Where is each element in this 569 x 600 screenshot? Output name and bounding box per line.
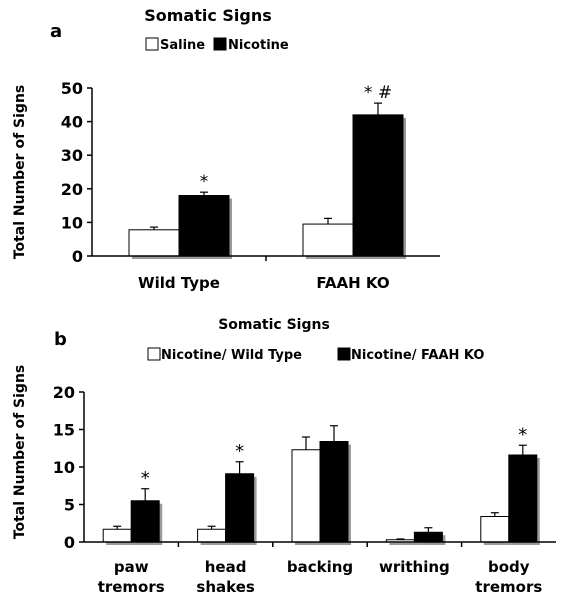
- legend-label-nicotine: Nicotine: [228, 38, 289, 53]
- bar-control: [291, 449, 321, 543]
- significance-marker: *: [518, 424, 527, 445]
- bar-treatment: [225, 473, 255, 543]
- y-tick-label: 40: [61, 113, 83, 132]
- y-tick-label: 20: [61, 180, 83, 199]
- significance-marker: *: [235, 441, 244, 462]
- bar-shadow: [389, 542, 418, 545]
- bar-treatment: [130, 500, 160, 543]
- bar-control: [197, 528, 227, 543]
- panel-b-bars: * * *: [102, 424, 540, 545]
- significance-marker: *: [141, 468, 150, 489]
- category-label: FAAH KO: [316, 274, 389, 292]
- category-label: paw: [114, 558, 149, 576]
- bar-treatment: [319, 441, 349, 543]
- panel-a-title: Somatic Signs: [144, 6, 272, 25]
- bar-control: [480, 516, 510, 543]
- category-label: body: [488, 558, 530, 576]
- y-tick-label: 10: [61, 213, 83, 232]
- category-label: backing: [287, 558, 353, 576]
- bar-treatment: [413, 531, 443, 543]
- panel-b-y-ticks: 0 5 10 15 20: [53, 383, 84, 552]
- panel-b: b Somatic Signs Nicotine/ Wild Type Nico…: [12, 317, 556, 596]
- bar-treatment: [178, 195, 230, 257]
- bar-treatment: [508, 454, 538, 543]
- legend-label-faah-ko: Nicotine/ FAAH KO: [351, 348, 484, 363]
- category-label: shakes: [196, 578, 254, 596]
- panel-a-category-labels: Wild Type FAAH KO: [138, 256, 390, 292]
- panel-a-bars: * * #: [128, 83, 406, 259]
- category-label: writhing: [379, 558, 450, 576]
- y-tick-label: 50: [61, 79, 83, 98]
- panel-a-label: a: [50, 21, 62, 42]
- bar-control: [102, 528, 132, 543]
- legend-label-wild-type: Nicotine/ Wild Type: [161, 348, 302, 363]
- panel-a-y-axis-label: Total Number of Signs: [12, 85, 28, 259]
- panel-b-legend: Nicotine/ Wild Type Nicotine/ FAAH KO: [147, 347, 484, 363]
- legend-swatch-wild-type: [147, 347, 161, 361]
- bar-treatment: [352, 114, 404, 257]
- panel-b-category-labels: paw tremors head shakes backing writhing body t…: [98, 542, 542, 596]
- y-tick-label: 10: [53, 458, 75, 477]
- legend-label-saline: Saline: [160, 38, 205, 53]
- legend-swatch-nicotine: [213, 37, 227, 51]
- y-tick-label: 0: [64, 533, 75, 552]
- legend-swatch-faah-ko: [337, 347, 351, 361]
- y-tick-label: 5: [64, 496, 75, 515]
- category-label: tremors: [475, 578, 542, 596]
- panel-b-y-axis-label: Total Number of Signs: [12, 365, 28, 539]
- category-label: Wild Type: [138, 274, 220, 292]
- bar-control: [128, 229, 180, 257]
- significance-marker: *: [200, 172, 209, 192]
- y-tick-label: 0: [72, 247, 83, 266]
- panel-b-title: Somatic Signs: [218, 317, 330, 333]
- panel-a-y-ticks: 0 10 20 30 40 50: [61, 79, 92, 266]
- y-tick-label: 20: [53, 383, 75, 402]
- panel-b-label: b: [54, 329, 67, 350]
- panel-a: a Somatic Signs Saline Nicotine Total Nu…: [12, 6, 440, 292]
- y-tick-label: 15: [53, 421, 75, 440]
- category-label: head: [205, 558, 247, 576]
- bar-control: [302, 223, 354, 257]
- significance-marker: * #: [364, 83, 392, 103]
- category-label: tremors: [98, 578, 165, 596]
- panel-a-legend: Saline Nicotine: [145, 37, 289, 53]
- legend-swatch-saline: [145, 37, 159, 51]
- y-tick-label: 30: [61, 146, 83, 165]
